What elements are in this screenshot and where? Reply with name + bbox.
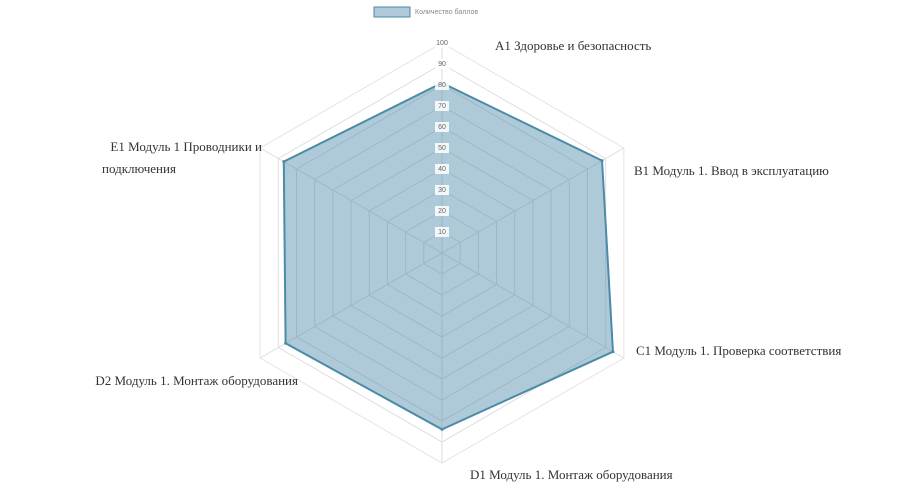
tick-bg	[435, 38, 449, 48]
tick-bg	[435, 80, 449, 90]
r-tick-label: 30	[438, 187, 446, 194]
category-label: A1 Здоровье и безопасность	[495, 38, 651, 53]
spoke	[441, 252, 625, 359]
radar-point	[282, 160, 286, 164]
tick-bg	[435, 122, 449, 132]
radar-point	[600, 159, 604, 163]
r-tick-label: 10	[438, 229, 446, 236]
tick-bg	[435, 206, 449, 216]
radar-point	[611, 350, 615, 354]
r-tick-label: 50	[438, 145, 446, 152]
radar-point	[440, 427, 444, 431]
r-tick-label: 80	[438, 82, 446, 89]
r-tick-label: 70	[438, 103, 446, 110]
r-tick-label: 100	[436, 40, 448, 47]
radar-point	[284, 341, 288, 345]
tick-bg	[435, 185, 449, 195]
category-label: подключения	[102, 161, 176, 176]
tick-bg	[435, 59, 449, 69]
spoke	[259, 147, 443, 254]
r-tick-label: 20	[438, 208, 446, 215]
legend-swatch	[373, 6, 411, 18]
r-tick-label: 60	[438, 124, 446, 131]
tick-bg	[435, 227, 449, 237]
spoke	[259, 252, 443, 359]
spoke	[441, 147, 625, 254]
category-label: D1 Модуль 1. Монтаж оборудования	[470, 467, 673, 482]
tick-bg	[435, 101, 449, 111]
r-tick-label: 40	[438, 166, 446, 173]
category-label: D2 Модуль 1. Монтаж оборудования	[95, 373, 298, 388]
legend-label: Количество баллов	[415, 8, 478, 16]
radar-area	[282, 81, 614, 431]
r-tick-label: 90	[438, 61, 446, 68]
category-label: B1 Модуль 1. Ввод в эксплуатацию	[634, 163, 829, 178]
tick-bg	[435, 143, 449, 153]
tick-bg	[435, 164, 449, 174]
category-label: E1 Модуль 1 Проводники и	[110, 139, 262, 154]
category-label: C1 Модуль 1. Проверка соответствия	[636, 343, 841, 358]
